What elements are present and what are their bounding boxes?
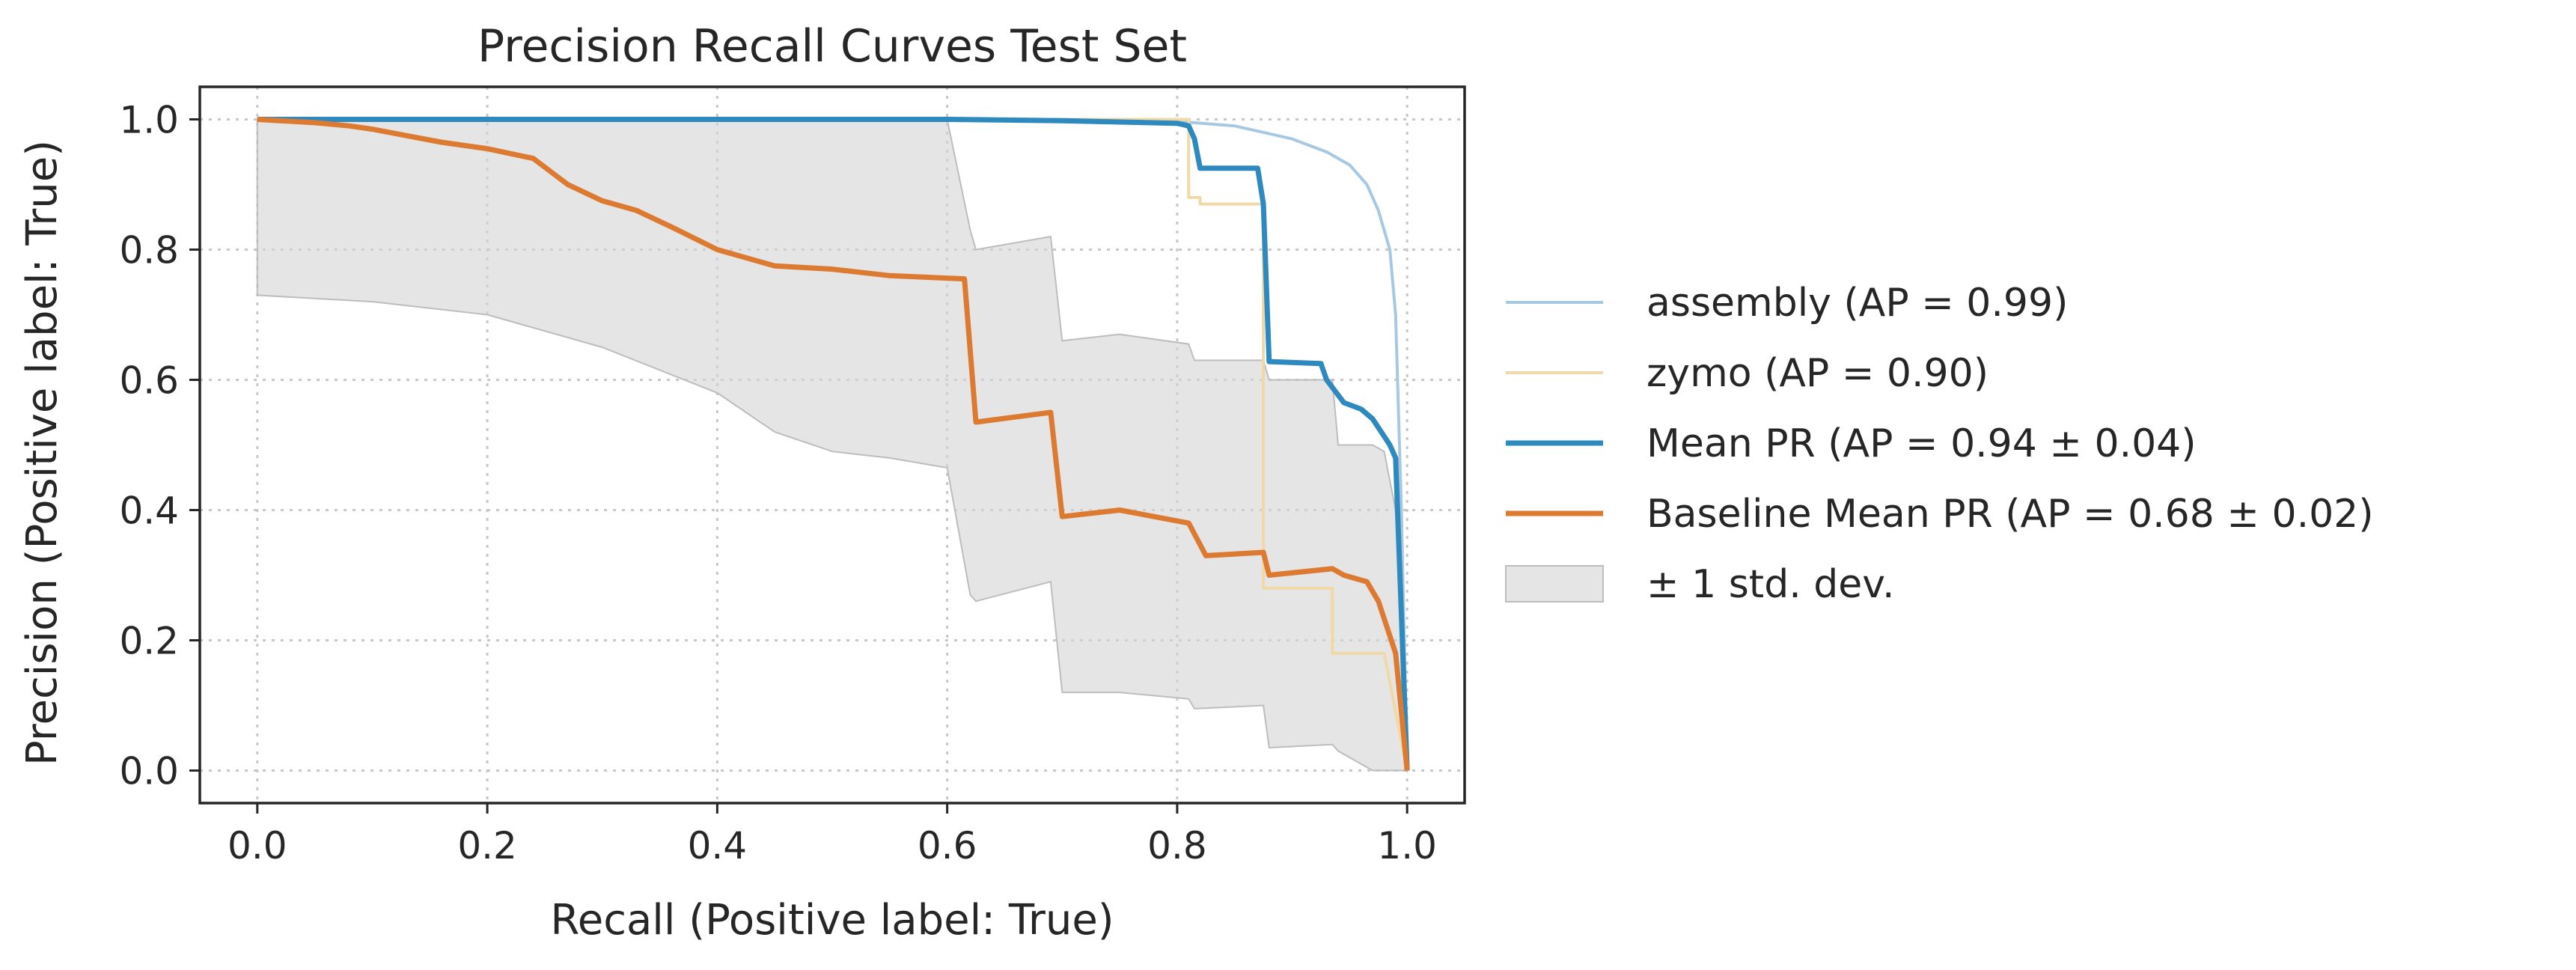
legend-swatch-band	[1505, 565, 1604, 603]
legend-label-4: Baseline Mean PR (AP = 0.68 ± 0.02)	[1646, 492, 2374, 537]
y-tick-label: 0.8	[119, 229, 179, 272]
x-tick-label: 0.8	[1147, 824, 1207, 867]
x-tick-label: 0.6	[918, 824, 977, 867]
y-tick-label: 0.6	[119, 359, 179, 403]
legend: assembly (AP = 0.99) zymo (AP = 0.90) Mean…	[1505, 281, 2374, 607]
x-tick-label: 0.2	[457, 824, 517, 867]
series-line-3	[257, 117, 1410, 771]
x-tick-label: 0.4	[688, 824, 748, 867]
x-axis-label: Recall (Positive label: True)	[550, 896, 1114, 945]
legend-label-2: zymo (AP = 0.90)	[1646, 351, 1989, 396]
axes-frame	[198, 85, 1466, 805]
x-tick-label: 0.0	[228, 824, 287, 867]
chart-title: Precision Recall Curves Test Set	[477, 20, 1187, 73]
series-line-4	[257, 117, 1410, 771]
x-tick-label: 1.0	[1377, 824, 1437, 867]
legend-label-5: ± 1 std. dev.	[1646, 562, 1895, 607]
y-tick-label: 0.2	[119, 620, 179, 663]
legend-label-1: assembly (AP = 0.99)	[1646, 281, 2068, 326]
y-tick-label: 1.0	[119, 99, 179, 142]
legend-label-3: Mean PR (AP = 0.94 ± 0.04)	[1646, 421, 2197, 466]
y-tick-label: 0.0	[119, 750, 179, 793]
y-axis-label: Precision (Positive label: True)	[18, 140, 67, 766]
plot-area: 0.0 0.2 0.4 0.6 0.8 1.0 0.0 0.2 0.4 0.6 0.8 1.0	[119, 85, 1466, 867]
y-tick-label: 0.4	[119, 489, 179, 533]
